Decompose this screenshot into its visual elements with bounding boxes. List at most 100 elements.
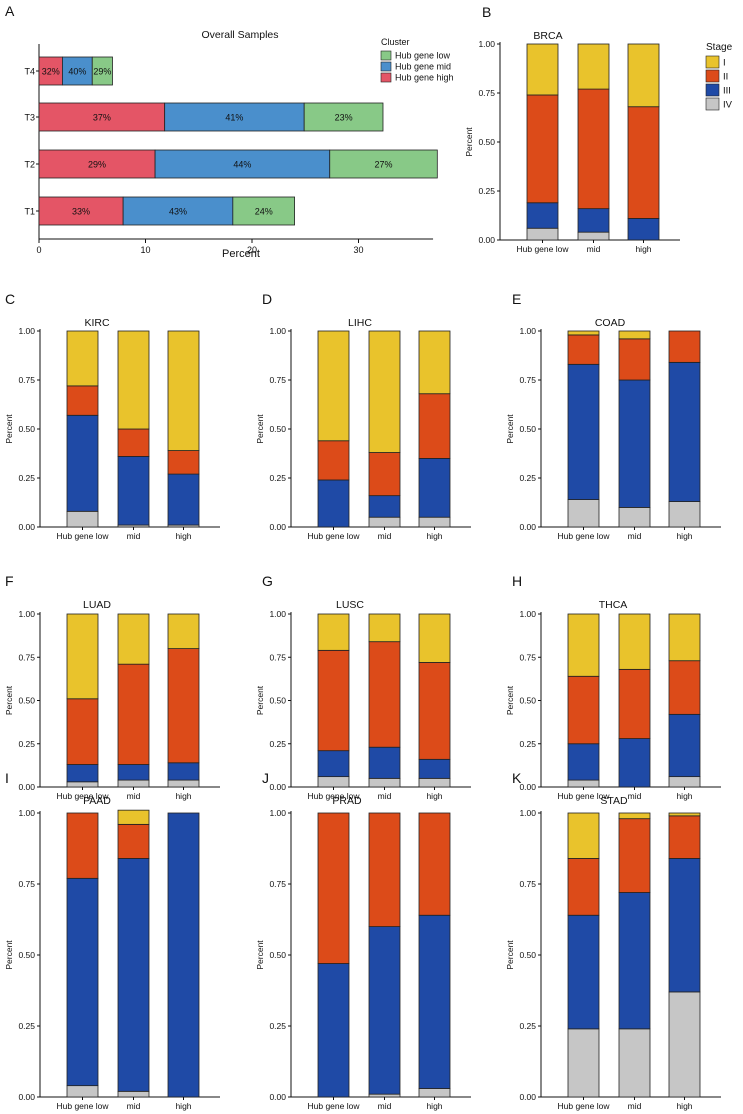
bar-segment	[418, 393, 451, 459]
bar-segment	[117, 663, 150, 765]
x-tick-label: 10	[140, 245, 150, 255]
x-tick-label: high	[676, 791, 692, 801]
bar-segment	[418, 1088, 451, 1098]
y-axis-label: Percent	[505, 414, 515, 444]
y-tick-label: 0.75	[18, 652, 35, 662]
bar-segment	[618, 1028, 651, 1098]
y-tick-label: 0.75	[519, 375, 536, 385]
chart-title: KIRC	[84, 317, 110, 329]
y-tick-label: 0.50	[18, 696, 35, 706]
bar-segment	[317, 330, 350, 442]
chart-title: LUAD	[83, 599, 111, 611]
x-tick-label: high	[175, 1101, 191, 1111]
bar-segment	[618, 379, 651, 508]
x-tick-label: mid	[127, 791, 141, 801]
panel-letter-i: I	[5, 770, 9, 786]
panel-e: E COAD 0.00 0.25 0.50 0.75 1.00 Percent Hub gene…	[505, 291, 721, 541]
bar-segment	[317, 613, 350, 651]
bar-segment	[164, 102, 305, 132]
bar-segment	[567, 334, 600, 365]
x-tick-label: 20	[247, 245, 257, 255]
panel-letter-f: F	[5, 573, 14, 589]
bar-segment	[618, 330, 651, 340]
bar-segment	[567, 914, 600, 1030]
y-tick-label: 0.50	[269, 424, 286, 434]
bar-segment	[526, 227, 559, 241]
legend-swatch	[380, 50, 392, 61]
chart-title: LUSC	[336, 599, 364, 611]
bar-segment	[418, 330, 451, 395]
bar-segment	[154, 149, 331, 179]
bar-segment	[526, 202, 559, 229]
data-label: 24%	[255, 207, 273, 217]
panel-a: A Overall Samples 0 10 20 30 Percent T1 33% 43% 24…	[5, 3, 454, 260]
bar-segment	[368, 812, 401, 927]
y-axis-label: Percent	[505, 940, 515, 970]
y-tick-label: T3	[24, 113, 35, 123]
y-tick-label: 0.75	[478, 88, 495, 98]
bar-segment	[117, 428, 150, 457]
y-tick-label: 0.00	[478, 235, 495, 245]
data-label: 23%	[335, 113, 353, 123]
y-tick-label: 0.50	[18, 950, 35, 960]
bar-segment	[167, 762, 200, 781]
y-tick-label: 1.00	[18, 326, 35, 336]
y-tick-label: 0.75	[18, 375, 35, 385]
x-tick-label: Hub gene low	[517, 244, 570, 254]
y-tick-label: 0.50	[478, 137, 495, 147]
data-label: 29%	[88, 160, 106, 170]
x-tick-label: mid	[587, 244, 601, 254]
bar-segment	[117, 456, 150, 526]
bar-segment	[117, 1090, 150, 1098]
legend-title: Cluster	[381, 37, 410, 47]
bar-segment	[303, 102, 384, 132]
bar-segment	[618, 506, 651, 528]
x-tick-label: Hub gene low	[57, 791, 110, 801]
bar-segment	[577, 88, 610, 210]
y-axis-label: Percent	[255, 414, 265, 444]
y-tick-label: 1.00	[269, 808, 286, 818]
y-tick-label: 0.25	[478, 186, 495, 196]
panel-letter-g: G	[262, 573, 273, 589]
y-tick-label: T1	[24, 207, 35, 217]
legend-swatch	[705, 83, 720, 97]
bar-segment	[117, 858, 150, 1092]
bar-segment	[122, 196, 234, 226]
bar-segment	[38, 149, 156, 179]
legend-swatch	[380, 72, 392, 83]
y-tick-label: 0.00	[18, 1092, 35, 1102]
bar-segment	[668, 858, 701, 993]
bar-segment	[317, 479, 350, 528]
y-tick-label: 0.75	[519, 652, 536, 662]
bar-segment	[668, 812, 701, 817]
bar-segment	[668, 713, 701, 778]
bar-segment	[418, 914, 451, 1089]
x-tick-label: 30	[353, 245, 363, 255]
bar-segment	[567, 675, 600, 745]
y-tick-label: 0.00	[519, 522, 536, 532]
x-tick-label: Hub gene low	[308, 531, 361, 541]
bar-segment	[329, 149, 438, 179]
bar-segment	[368, 452, 401, 497]
panel-c: C KIRC 0.00 0.25 0.50 0.75 1.00 Percent Hub gene…	[4, 291, 220, 541]
bar-segment	[668, 660, 701, 715]
y-tick-label: 0.75	[269, 375, 286, 385]
bar-segment	[418, 812, 451, 916]
bar-segment	[627, 106, 660, 219]
x-tick-label: Hub gene low	[558, 531, 611, 541]
bar-segment	[418, 758, 451, 779]
x-tick-label: high	[175, 531, 191, 541]
y-tick-label: 0.25	[18, 1021, 35, 1031]
y-tick-label: 0.00	[269, 522, 286, 532]
x-tick-label: Hub gene low	[558, 791, 611, 801]
bar-segment	[167, 613, 200, 649]
y-tick-label: 0.75	[269, 879, 286, 889]
y-tick-label: 0.25	[519, 739, 536, 749]
chart-title: BRCA	[533, 30, 562, 42]
y-axis-label: Percent	[4, 414, 14, 444]
bar-segment	[418, 777, 451, 788]
y-tick-label: 0.25	[269, 473, 286, 483]
bar-segment	[167, 450, 200, 475]
bar-segment	[117, 613, 150, 665]
